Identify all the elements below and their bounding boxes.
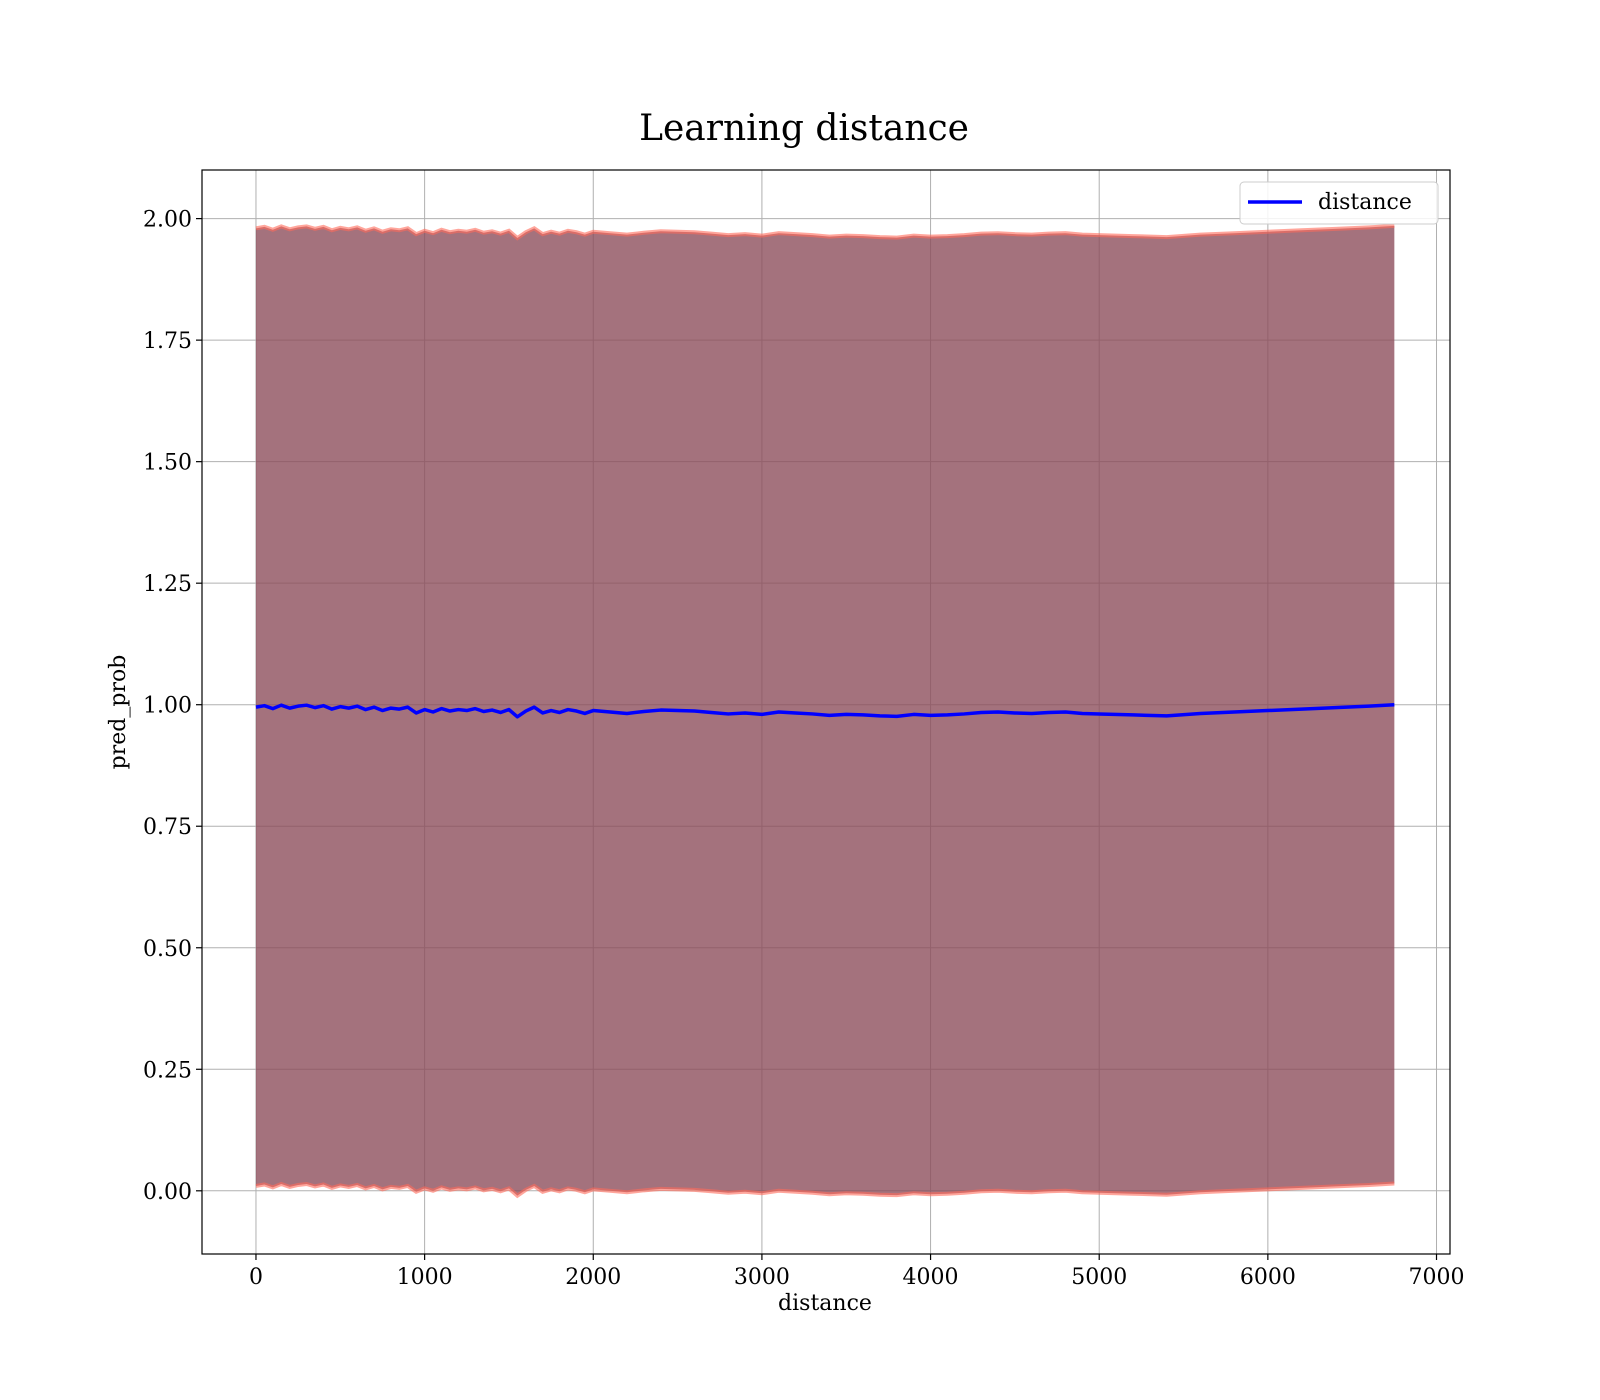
y-tick-label: 2.00 [143,208,192,233]
x-tick-label: 5000 [1071,1265,1127,1290]
x-tick-label: 3000 [734,1265,790,1290]
probability-band [255,223,1395,1199]
band-lower-edge [255,1181,1395,1199]
legend-label-distance: distance [1318,190,1412,215]
y-tick-label: 0.75 [143,815,192,840]
y-tick-label: 1.50 [143,451,192,476]
chart-title: Learning distance [639,108,969,149]
y-tick-label: 0.00 [143,1180,192,1205]
legend: distance [1239,181,1439,225]
band-upper-edge [255,223,1395,241]
x-axis-ticks: 0 1000 2000 3000 4000 5000 6000 7000 [249,1254,1465,1290]
y-axis-label: pred_prob [106,655,131,770]
x-tick-label: 0 [249,1265,263,1290]
x-axis-label: distance [778,1291,872,1316]
series-line-distance [255,702,1395,719]
plot-frame [201,169,1451,1255]
band-fill [255,225,1395,1196]
x-tick-label: 7000 [1409,1265,1465,1290]
y-tick-label: 1.75 [143,329,192,354]
x-tick-label: 4000 [903,1265,959,1290]
series-lines [255,702,1395,719]
y-tick-label: 0.50 [143,937,192,962]
y-tick-label: 0.25 [143,1058,192,1083]
y-tick-label: 1.25 [143,572,192,597]
y-axis-ticks: 0.00 0.25 0.50 0.75 1.00 1.25 1.50 1.75 2.00 [143,208,202,1205]
legend-box [1239,181,1439,225]
y-tick-label: 1.00 [143,694,192,719]
x-tick-label: 2000 [565,1265,621,1290]
x-tick-label: 6000 [1240,1265,1296,1290]
x-tick-label: 1000 [397,1265,453,1290]
